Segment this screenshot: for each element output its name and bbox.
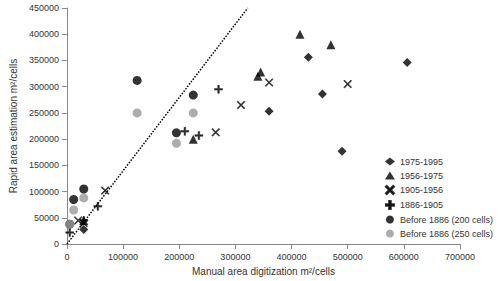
svg-text:0: 0 (54, 239, 59, 249)
svg-text:1975-1995: 1975-1995 (400, 157, 443, 167)
svg-text:450000: 450000 (29, 3, 59, 13)
svg-text:700000: 700000 (445, 252, 475, 262)
svg-text:200000: 200000 (164, 252, 194, 262)
svg-text:50000: 50000 (34, 213, 59, 223)
svg-text:1956-1975: 1956-1975 (400, 171, 443, 181)
svg-text:150000: 150000 (29, 160, 59, 170)
svg-text:1886-1905: 1886-1905 (400, 200, 443, 210)
svg-text:250000: 250000 (29, 108, 59, 118)
svg-text:400000: 400000 (277, 252, 307, 262)
svg-text:600000: 600000 (389, 252, 419, 262)
svg-text:350000: 350000 (29, 55, 59, 65)
svg-text:500000: 500000 (333, 252, 363, 262)
svg-text:100000: 100000 (29, 187, 59, 197)
svg-text:Rapid area estimation m²/cells: Rapid area estimation m²/cells (8, 59, 19, 194)
svg-text:300000: 300000 (29, 82, 59, 92)
svg-text:Manual area digitization m²/ce: Manual area digitization m²/cells (192, 266, 335, 277)
svg-text:300000: 300000 (220, 252, 250, 262)
svg-text:0: 0 (64, 252, 69, 262)
svg-text:Before 1886 (200 cells): Before 1886 (200 cells) (400, 215, 493, 225)
svg-text:100000: 100000 (108, 252, 138, 262)
svg-text:Before 1886 (250 cells): Before 1886 (250 cells) (400, 229, 493, 239)
svg-text:1905-1956: 1905-1956 (400, 185, 443, 195)
svg-text:200000: 200000 (29, 134, 59, 144)
svg-text:400000: 400000 (29, 29, 59, 39)
